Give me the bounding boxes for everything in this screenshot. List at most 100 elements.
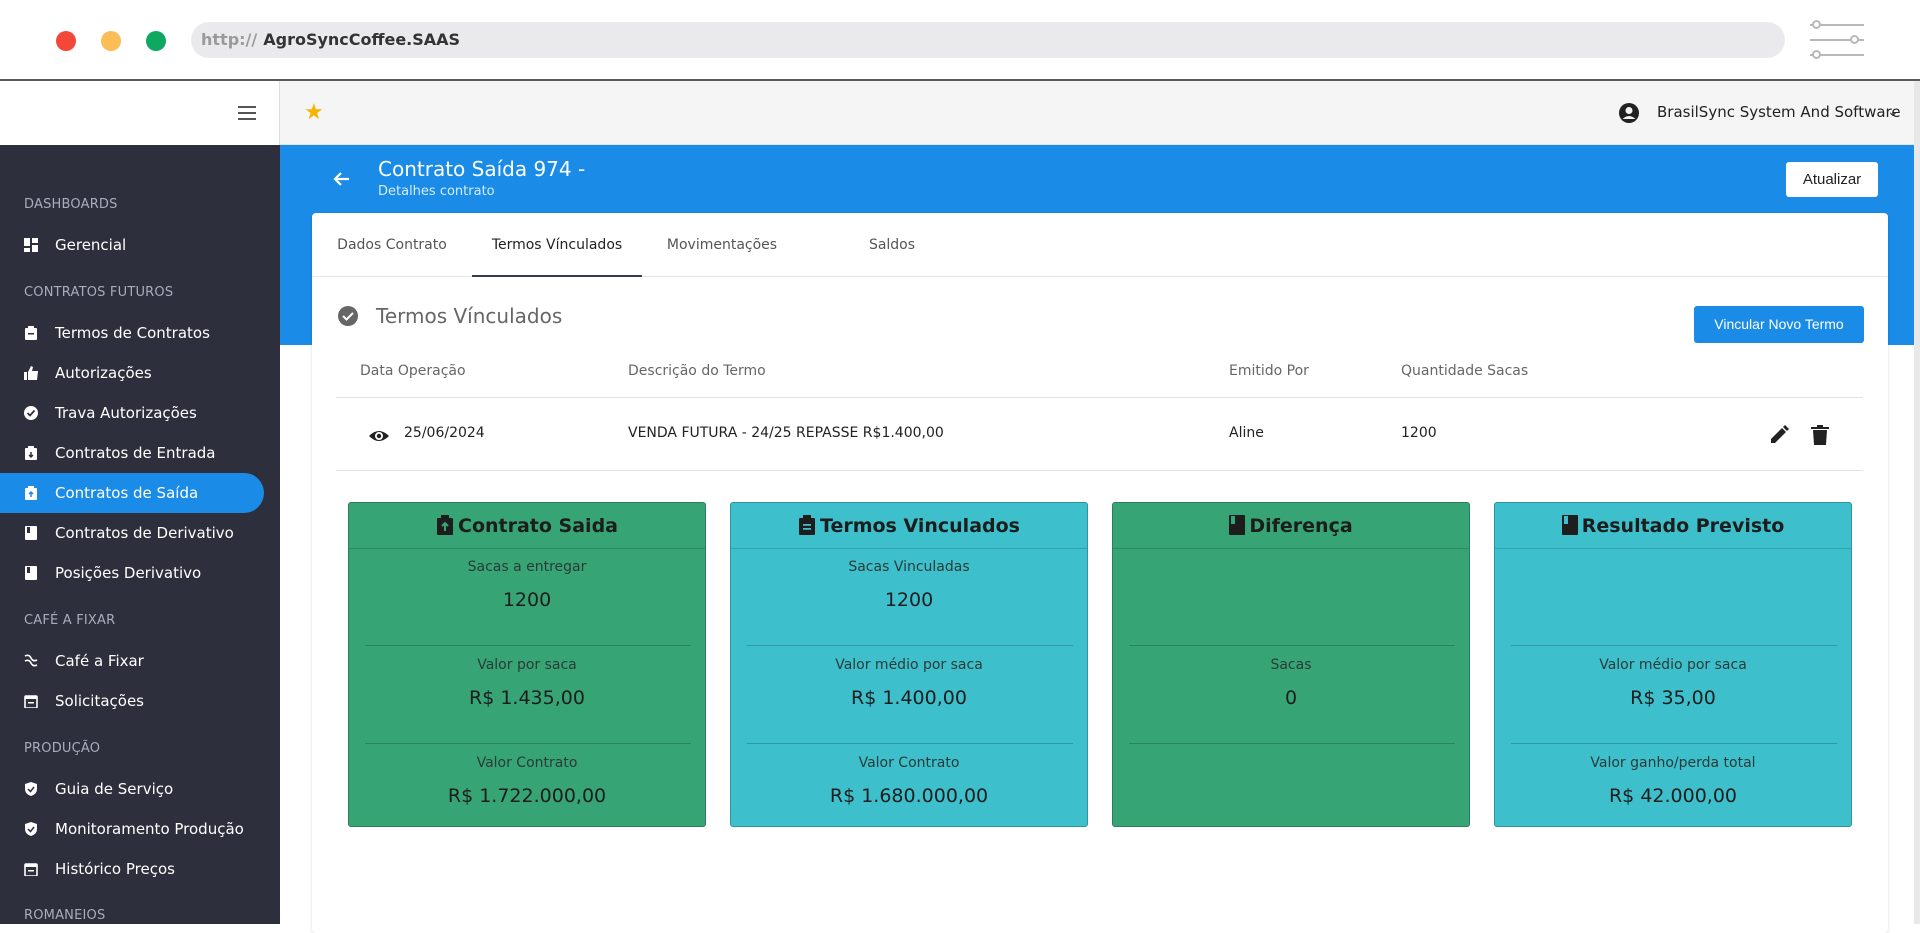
column-header-date[interactable]: Data Operação bbox=[360, 363, 466, 379]
settings-sliders-icon[interactable] bbox=[1810, 20, 1864, 60]
browser-chrome: http:// AgroSyncCoffee.SAAS bbox=[0, 0, 1920, 81]
sidebar-section-contratos-futuros: CONTRATOS FUTUROS bbox=[24, 285, 174, 300]
menu-icon[interactable] bbox=[238, 106, 258, 120]
table-divider bbox=[336, 470, 1863, 471]
summary-value: 0 bbox=[1284, 687, 1298, 709]
sidebar-item-posicoes-derivativo[interactable]: Posições Derivativo bbox=[0, 553, 264, 593]
eye-icon[interactable] bbox=[368, 425, 390, 447]
maximize-window-button[interactable] bbox=[146, 31, 166, 51]
summary-card-title: Contrato Saida bbox=[349, 503, 705, 549]
sidebar-item-gerencial[interactable]: Gerencial bbox=[0, 225, 264, 265]
sidebar-item-label: Contratos de Saída bbox=[55, 484, 199, 502]
sidebar-item-contratos-derivativo[interactable]: Contratos de Derivativo bbox=[0, 513, 264, 553]
chevron-down-icon[interactable]: ⌄ bbox=[1887, 104, 1899, 120]
delete-trash-icon[interactable] bbox=[1811, 425, 1829, 445]
sidebar-item-solicitacoes[interactable]: Solicitações bbox=[0, 681, 264, 721]
summary-divider bbox=[1129, 743, 1455, 744]
summary-divider bbox=[1129, 645, 1455, 646]
summary-label: Valor Contrato bbox=[476, 755, 578, 771]
row-issuer: Aline bbox=[1229, 425, 1264, 441]
check-circle-icon bbox=[338, 306, 358, 326]
column-header-description[interactable]: Descrição do Termo bbox=[628, 363, 766, 379]
arrow-left-icon[interactable] bbox=[333, 170, 351, 188]
sidebar-item-label: Guia de Serviço bbox=[55, 780, 174, 798]
sidebar-item-contratos-entrada[interactable]: Contratos de Entrada bbox=[0, 433, 264, 473]
page-title: Contrato Saída 974 - bbox=[378, 157, 586, 181]
shield-icon bbox=[25, 782, 37, 796]
sidebar-item-termos-contratos[interactable]: Termos de Contratos bbox=[0, 313, 264, 353]
contract-in-icon bbox=[25, 446, 37, 460]
tab-dados-contrato[interactable]: Dados Contrato bbox=[337, 237, 447, 253]
sidebar-item-label: Gerencial bbox=[55, 236, 127, 254]
summary-card-resultado-previsto: Resultado Previsto Valor médio por saca … bbox=[1494, 502, 1852, 827]
summary-label: Valor ganho/perda total bbox=[1590, 755, 1756, 771]
sidebar-section-dashboards: DASHBOARDS bbox=[24, 197, 118, 212]
sidebar-item-historico-precos[interactable]: Histórico Preços bbox=[0, 849, 264, 889]
page-scrollbar[interactable] bbox=[1914, 81, 1920, 924]
sidebar-item-label: Solicitações bbox=[55, 692, 144, 710]
page-subtitle: Detalhes contrato bbox=[378, 184, 495, 199]
clipboard-icon bbox=[799, 515, 816, 535]
summary-label: Valor médio por saca bbox=[1599, 657, 1747, 673]
link-new-term-button[interactable]: Vincular Novo Termo bbox=[1694, 306, 1864, 343]
contract-out-icon bbox=[25, 486, 37, 500]
row-quantity: 1200 bbox=[1401, 425, 1437, 441]
coffee-icon bbox=[24, 654, 38, 667]
url-protocol: http:// bbox=[201, 30, 258, 49]
summary-label: Sacas a entregar bbox=[467, 559, 587, 575]
tab-saldos[interactable]: Saldos bbox=[868, 237, 916, 253]
summary-value: R$ 42.000,00 bbox=[1608, 785, 1738, 807]
url-host: AgroSyncCoffee.SAAS bbox=[263, 30, 461, 49]
column-header-issuer[interactable]: Emitido Por bbox=[1229, 363, 1309, 379]
sidebar-item-autorizacoes[interactable]: Autorizações bbox=[0, 353, 264, 393]
summary-card-title-text: Diferença bbox=[1249, 515, 1353, 537]
summary-label: Valor médio por saca bbox=[835, 657, 983, 673]
sidebar-item-label: Café a Fixar bbox=[55, 652, 144, 670]
summary-divider bbox=[1511, 743, 1837, 744]
shield-icon bbox=[25, 822, 37, 836]
sidebar-item-label: Monitoramento Produção bbox=[55, 820, 244, 838]
summary-label: Valor por saca bbox=[477, 657, 577, 673]
minimize-window-button[interactable] bbox=[101, 31, 121, 51]
book-icon bbox=[1229, 515, 1246, 535]
sidebar: DASHBOARDS Gerencial CONTRATOS FUTUROS T… bbox=[0, 145, 280, 924]
company-name[interactable]: BrasilSync System And Software bbox=[1657, 103, 1901, 121]
summary-value: R$ 1.435,00 bbox=[469, 687, 585, 709]
address-bar[interactable]: http:// AgroSyncCoffee.SAAS bbox=[191, 22, 1785, 58]
sidebar-item-label: Posições Derivativo bbox=[55, 564, 202, 582]
column-header-quantity[interactable]: Quantidade Sacas bbox=[1401, 363, 1529, 379]
sidebar-section-producao: PRODUÇÃO bbox=[24, 741, 101, 756]
sidebar-item-cafe-a-fixar[interactable]: Café a Fixar bbox=[0, 641, 264, 681]
edit-pencil-icon[interactable] bbox=[1769, 425, 1789, 445]
tab-movimentacoes[interactable]: Movimentações bbox=[666, 237, 778, 253]
sidebar-item-label: Contratos de Derivativo bbox=[55, 524, 234, 542]
update-button[interactable]: Atualizar bbox=[1786, 162, 1878, 197]
sidebar-item-label: Contratos de Entrada bbox=[55, 444, 216, 462]
check-circle-icon bbox=[24, 406, 38, 420]
favorite-star-icon[interactable]: ★ bbox=[304, 100, 324, 125]
summary-value: R$ 1.400,00 bbox=[851, 687, 967, 709]
sidebar-item-label: Histórico Preços bbox=[55, 860, 175, 878]
summary-divider bbox=[365, 645, 691, 646]
table-divider bbox=[336, 397, 1863, 398]
sidebar-item-label: Trava Autorizações bbox=[55, 404, 197, 422]
sidebar-section-romaneios: ROMANEIOS bbox=[24, 908, 106, 923]
sidebar-item-monitoramento-producao[interactable]: Monitoramento Produção bbox=[0, 809, 264, 849]
summary-card-termos-vinculados: Termos Vinculados Sacas Vinculadas 1200 … bbox=[730, 502, 1088, 827]
summary-divider bbox=[747, 743, 1073, 744]
row-date: 25/06/2024 bbox=[404, 425, 485, 441]
tab-termos-vinculados[interactable]: Termos Vínculados bbox=[472, 213, 642, 277]
summary-card-title: Resultado Previsto bbox=[1495, 503, 1851, 549]
summary-card-contrato-saida: Contrato Saida Sacas a entregar 1200 Val… bbox=[348, 502, 706, 827]
close-window-button[interactable] bbox=[56, 31, 76, 51]
section-title: Termos Vínculados bbox=[376, 304, 563, 328]
user-account-icon[interactable] bbox=[1618, 102, 1640, 124]
book-icon bbox=[1561, 515, 1578, 535]
calendar-icon bbox=[24, 863, 38, 876]
summary-label: Sacas Vinculadas bbox=[848, 559, 970, 575]
sidebar-item-trava-autorizacoes[interactable]: Trava Autorizações bbox=[0, 393, 264, 433]
summary-value: R$ 35,00 bbox=[1630, 687, 1716, 709]
sidebar-item-guia-servico[interactable]: Guia de Serviço bbox=[0, 769, 264, 809]
sidebar-item-contratos-saida[interactable]: Contratos de Saída bbox=[0, 473, 264, 513]
summary-value: 1200 bbox=[502, 589, 552, 611]
